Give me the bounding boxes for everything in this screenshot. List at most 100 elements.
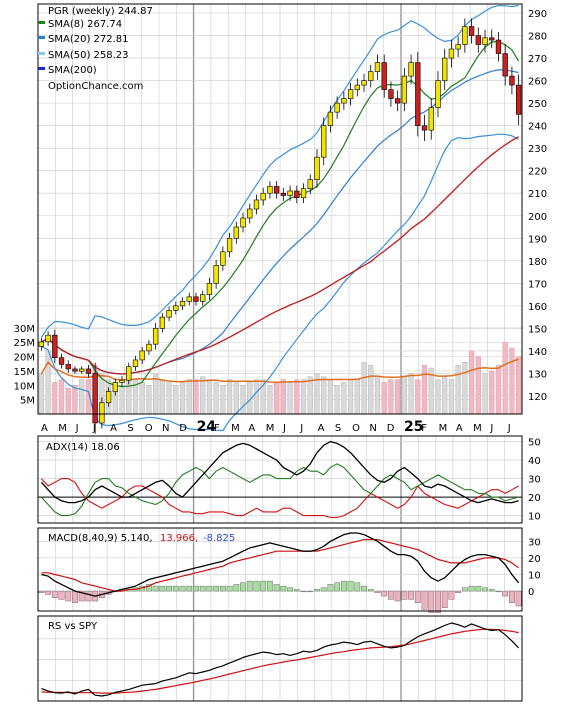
macd-histogram-bar bbox=[381, 590, 388, 597]
macd-histogram-bar bbox=[78, 590, 85, 602]
candle-body bbox=[273, 186, 280, 194]
price-tick-label: 220 bbox=[528, 167, 547, 178]
volume-bar bbox=[388, 379, 394, 415]
macd-line bbox=[41, 532, 520, 597]
candle-body bbox=[509, 75, 515, 86]
macd-histogram-bar bbox=[401, 590, 408, 600]
volume-bar bbox=[179, 382, 186, 415]
macd-histogram-bar bbox=[38, 590, 45, 593]
volume-bar bbox=[186, 379, 192, 415]
candle-body bbox=[240, 217, 246, 228]
volume-bar bbox=[287, 382, 293, 415]
candle-body bbox=[253, 199, 260, 210]
macd-label-signal: 13.966, bbox=[160, 533, 198, 544]
volume-bar bbox=[361, 362, 367, 415]
candle-body bbox=[65, 364, 71, 370]
volume-bar bbox=[65, 387, 71, 415]
candle-body bbox=[408, 62, 414, 77]
volume-bar bbox=[455, 364, 461, 415]
price-tick-label: 240 bbox=[528, 122, 547, 133]
x-tick-label: O bbox=[352, 423, 360, 434]
macd-histogram-bar bbox=[273, 584, 280, 592]
candle-body bbox=[482, 37, 488, 45]
volume-bar bbox=[516, 356, 522, 415]
candle-body bbox=[300, 188, 307, 199]
macd-histogram-bar bbox=[367, 589, 374, 592]
macd-histogram-bar bbox=[213, 585, 220, 592]
x-tick-label: A bbox=[248, 423, 255, 434]
macd-label: MACD(8,40,9) 5.140, 13.966, -8.825 bbox=[48, 533, 235, 544]
adx-label: ADX(14) 18.06 bbox=[46, 442, 120, 453]
x-tick-label: 25 bbox=[404, 419, 423, 435]
macd-histogram-bar bbox=[448, 590, 455, 600]
volume-bar bbox=[294, 379, 300, 415]
macd-tick-label: 0 bbox=[528, 587, 534, 598]
x-tick-label: N bbox=[162, 423, 169, 434]
candle-body bbox=[173, 305, 179, 311]
price-tick-label: 140 bbox=[528, 347, 547, 358]
volume-bar bbox=[421, 364, 428, 415]
macd-histogram-bar bbox=[199, 585, 206, 592]
candle-body bbox=[72, 368, 78, 372]
x-tick-label: A bbox=[456, 423, 463, 434]
legend-sma50: SMA(50) 258.23 bbox=[48, 50, 129, 61]
macd-histogram-bar bbox=[435, 590, 441, 613]
volume-bar bbox=[52, 382, 58, 415]
macd-histogram-bar bbox=[320, 587, 327, 592]
volume-bar bbox=[509, 347, 515, 415]
macd-histogram-bar bbox=[394, 590, 401, 602]
price-tick-label: 260 bbox=[528, 77, 547, 88]
volume-bar bbox=[38, 373, 44, 415]
x-tick-label: M bbox=[266, 423, 275, 434]
macd-histogram-bar bbox=[468, 585, 475, 592]
candle-body bbox=[388, 89, 394, 99]
price-tick-label: 180 bbox=[528, 257, 547, 268]
candle-body bbox=[260, 192, 266, 201]
candle-body bbox=[361, 80, 367, 86]
macd-histogram-bar bbox=[293, 589, 300, 592]
x-tick-label: N bbox=[369, 423, 376, 434]
x-tick-label: A bbox=[318, 423, 325, 434]
candle-body bbox=[45, 334, 51, 343]
macd-histogram-bar bbox=[475, 585, 482, 592]
price-tick-label: 200 bbox=[528, 212, 547, 223]
volume-bar bbox=[307, 376, 313, 415]
volume-bar bbox=[173, 385, 179, 415]
adx-tick-label: 30 bbox=[528, 475, 541, 486]
candle-body bbox=[79, 368, 85, 372]
volume-bar bbox=[334, 385, 340, 415]
candle-body bbox=[401, 75, 408, 104]
volume-bar bbox=[79, 379, 85, 415]
candle-body bbox=[368, 71, 374, 81]
adx-tick-label: 20 bbox=[528, 493, 541, 504]
macd-histogram-bar bbox=[65, 590, 72, 602]
x-tick-label: J bbox=[507, 423, 511, 434]
price-tick-label: 230 bbox=[528, 144, 547, 155]
volume-bar bbox=[119, 385, 125, 415]
legend-swatch-sma20 bbox=[38, 36, 45, 39]
macd-histogram-bar bbox=[314, 589, 320, 592]
legend-source: OptionChance.com bbox=[48, 81, 143, 92]
candle-body bbox=[233, 226, 239, 239]
candle-body bbox=[38, 341, 45, 347]
candle-body bbox=[126, 366, 132, 381]
volume-bar bbox=[495, 364, 502, 415]
x-tick-label: S bbox=[335, 423, 341, 434]
x-tick-label: J bbox=[75, 423, 79, 434]
x-tick-label: M bbox=[473, 423, 482, 434]
candle-body bbox=[200, 294, 206, 302]
candle-body bbox=[495, 39, 502, 54]
price-tick-label: 160 bbox=[528, 302, 547, 313]
adx-tick-label: 10 bbox=[528, 512, 541, 523]
volume-tick-label: 20M bbox=[14, 353, 35, 364]
macd-histogram-bar bbox=[85, 590, 92, 602]
volume-bar bbox=[280, 379, 286, 415]
candle-body bbox=[415, 62, 421, 126]
macd-histogram-bar bbox=[421, 590, 428, 610]
macd-histogram-bar bbox=[488, 589, 495, 592]
volume-bar bbox=[126, 379, 132, 415]
volume-bar bbox=[159, 379, 165, 415]
macd-histogram-bar bbox=[300, 590, 307, 593]
x-tick-label: J bbox=[92, 423, 96, 434]
macd-histogram-bar bbox=[287, 587, 293, 592]
